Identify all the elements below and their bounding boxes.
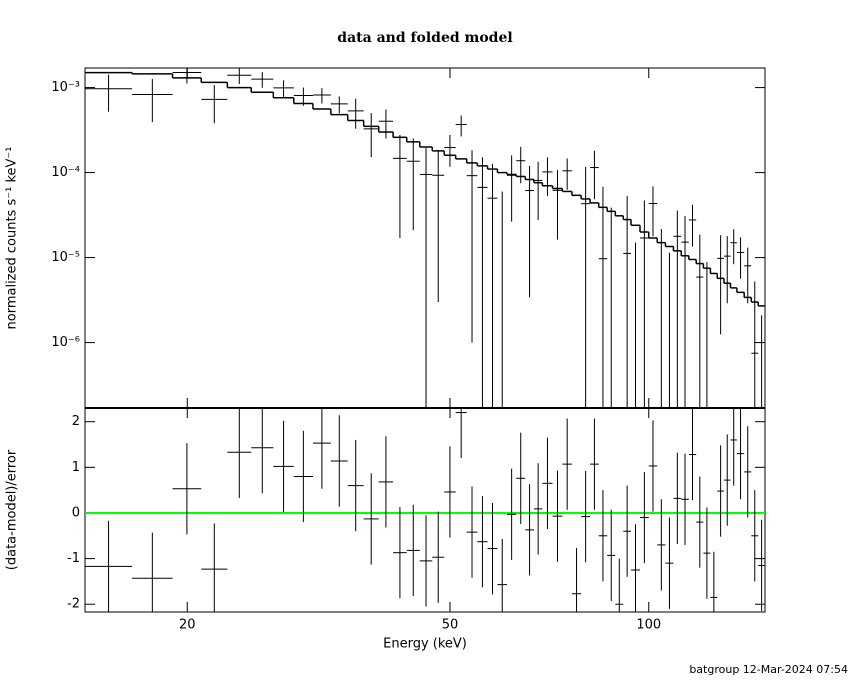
x-tick-label: 100: [636, 618, 661, 633]
y-tick-label: 2: [72, 414, 80, 429]
y-tick-label: 10⁻⁵: [51, 250, 80, 265]
x-tick-label: 50: [442, 618, 459, 633]
plot-frame: [84, 67, 766, 613]
x-axis-label: Energy (keV): [383, 637, 467, 652]
y-tick-label: 1: [72, 460, 80, 475]
chart-title: data and folded model: [337, 30, 512, 46]
y-tick-label: -2: [67, 597, 80, 612]
y-axis-label: normalized counts s⁻¹ keV⁻¹: [5, 147, 20, 330]
y-axis-label: (data-model)/error: [5, 449, 20, 570]
footer: batgroup 12-Mar-2024 07:54: [689, 663, 848, 676]
x-tick-label: 20: [179, 618, 196, 633]
y-tick-label: -1: [67, 551, 80, 566]
y-tick-label: 10⁻⁴: [51, 165, 80, 180]
y-tick-label: 10⁻⁶: [51, 335, 80, 350]
y-tick-label: 10⁻³: [51, 80, 80, 95]
y-tick-label: 0: [72, 505, 80, 520]
